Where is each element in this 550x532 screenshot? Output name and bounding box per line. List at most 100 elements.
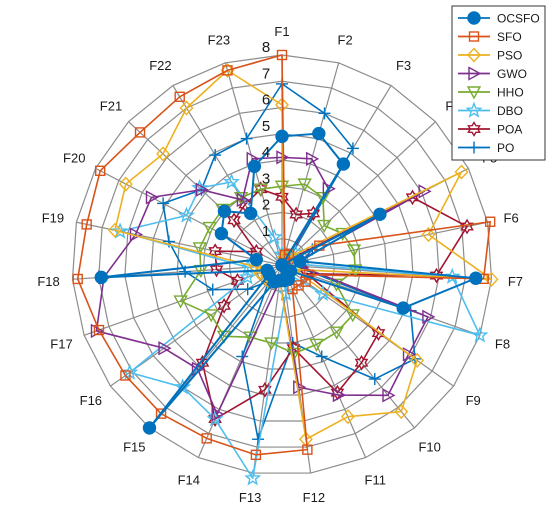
data-point [329, 326, 344, 340]
data-point [243, 206, 258, 221]
category-label: F17 [50, 336, 72, 351]
data-point [202, 221, 217, 236]
data-point [209, 149, 222, 162]
data-point [142, 421, 157, 435]
category-label: F16 [80, 393, 102, 408]
category-label: F18 [37, 274, 59, 289]
data-point [201, 433, 212, 444]
grid-spoke [281, 264, 415, 429]
category-label: F8 [495, 336, 510, 351]
data-point [265, 228, 283, 245]
data-point [249, 252, 263, 267]
grid-spoke [197, 264, 283, 458]
data-point [443, 267, 461, 284]
data-point [468, 31, 480, 42]
data-point [274, 180, 290, 194]
data-point [155, 408, 167, 419]
data-point [260, 263, 274, 277]
data-point [247, 159, 262, 174]
data-point [371, 325, 386, 341]
legend-label: PSO [497, 49, 522, 63]
grid-spoke [281, 121, 436, 266]
data-point [300, 276, 311, 287]
data-point [211, 407, 225, 422]
category-label: F7 [508, 274, 523, 289]
data-point [204, 309, 219, 323]
legend-item: OCSFO [458, 11, 540, 26]
data-point [315, 350, 328, 363]
data-point [373, 207, 387, 221]
data-point [346, 244, 362, 258]
data-point [275, 188, 289, 205]
category-label: F2 [338, 33, 353, 48]
data-point [145, 190, 159, 205]
data-point [244, 469, 262, 486]
data-point [107, 222, 122, 238]
data-point [293, 380, 307, 395]
category-label: F11 [365, 473, 386, 488]
legend-label: OCSFO [497, 12, 540, 26]
data-point [396, 301, 410, 315]
category-label: F15 [123, 440, 145, 455]
category-label: F9 [466, 393, 481, 408]
data-point [332, 387, 346, 403]
data-point [192, 242, 207, 256]
data-point [214, 226, 229, 241]
legend-label: POA [497, 123, 522, 137]
data-point [209, 261, 224, 278]
category-label: F10 [418, 440, 440, 455]
legend-item: PO [458, 141, 514, 155]
data-point [95, 165, 106, 177]
data-point [93, 324, 105, 336]
legend-label: GWO [497, 67, 527, 81]
series-line [119, 181, 481, 480]
data-point [276, 49, 288, 61]
legend-label: DBO [497, 104, 523, 118]
data-point [410, 352, 425, 368]
data-point [429, 267, 444, 284]
grid-spoke [83, 264, 283, 336]
category-label: F6 [504, 210, 519, 225]
data-point [217, 297, 231, 314]
data-point [468, 141, 480, 154]
data-point [312, 126, 326, 141]
data-point [236, 192, 250, 208]
data-point [238, 268, 256, 285]
data-point [258, 381, 272, 398]
radial-tick-label: 3 [262, 170, 270, 187]
data-point [190, 179, 209, 196]
data-point [158, 341, 172, 356]
category-label: F14 [178, 473, 200, 488]
series-ocsfo [94, 126, 483, 435]
category-label: F21 [100, 98, 122, 113]
data-point [156, 146, 171, 162]
data-point [289, 206, 303, 223]
category-label: F1 [274, 24, 289, 39]
grid-spoke [128, 121, 283, 266]
data-point [240, 132, 253, 145]
radial-tick-label: 7 [262, 65, 270, 82]
data-point [157, 197, 170, 210]
data-point [217, 204, 232, 218]
data-point [467, 47, 481, 63]
data-point [206, 410, 224, 427]
radial-tick-label: 1 [262, 223, 270, 240]
data-point [309, 338, 324, 352]
data-point [179, 100, 194, 116]
series-group [72, 49, 499, 486]
data-point [368, 373, 381, 386]
category-label: F13 [239, 490, 261, 505]
data-point [340, 409, 355, 425]
data-point [346, 142, 359, 155]
data-point [293, 280, 304, 291]
data-point [227, 212, 241, 229]
category-label: F20 [63, 150, 85, 165]
data-point [336, 157, 351, 171]
legend-item: POA [458, 121, 522, 137]
data-point [250, 449, 262, 461]
data-point [241, 283, 254, 296]
data-point [223, 173, 241, 190]
data-point [382, 388, 396, 403]
data-point [354, 354, 369, 371]
